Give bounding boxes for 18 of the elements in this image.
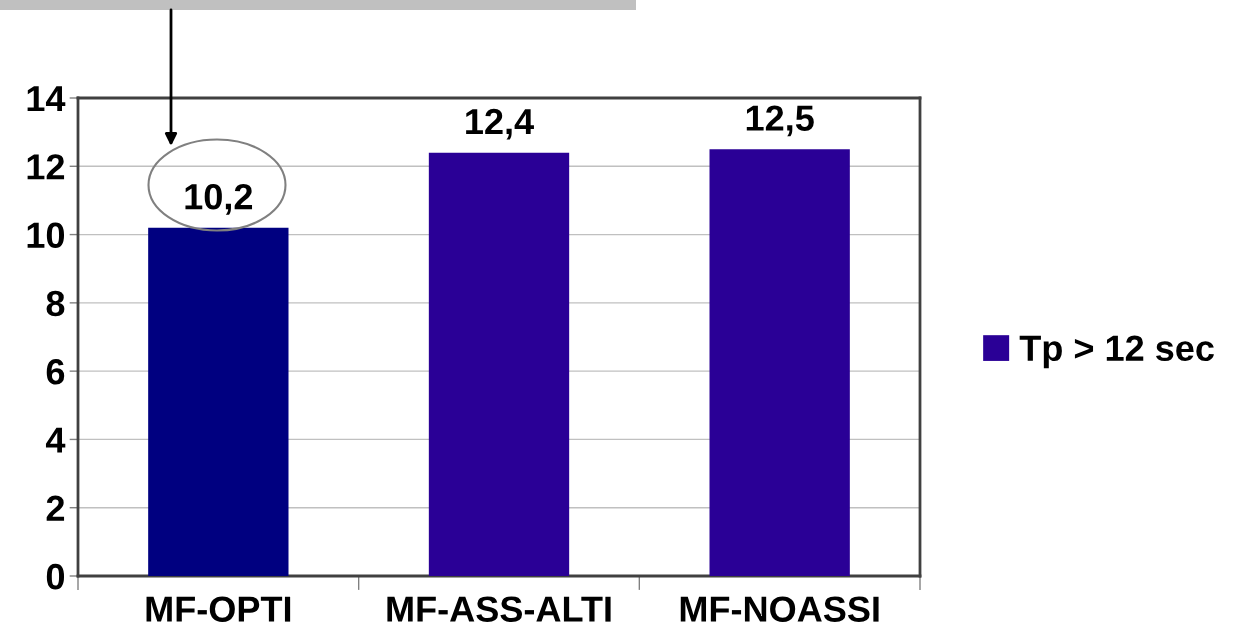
bar: [709, 149, 850, 576]
y-tick-label: 12: [27, 154, 65, 180]
y-tick-label: 6: [46, 359, 65, 385]
y-tick-label: 2: [46, 495, 65, 521]
data-label: 12,4: [466, 108, 534, 140]
y-tick-label: 4: [45, 427, 66, 453]
y-tick-label: 8: [46, 290, 65, 317]
x-tick-label: MF-OPTI: [146, 596, 291, 622]
bar: [428, 152, 570, 576]
y-tick-label: 0: [46, 563, 65, 590]
data-label: 12,5: [746, 105, 814, 137]
bar: [148, 227, 289, 576]
x-tick-label: MF-ASS-ALTI: [387, 596, 611, 622]
y-tick-label: 14: [27, 86, 66, 112]
legend-label: Tp > 12 sec: [1019, 335, 1214, 369]
y-tick-label: 10: [27, 222, 65, 249]
x-tick-label: MF-NOASSI: [680, 596, 879, 622]
data-label: 10,2: [185, 183, 253, 215]
